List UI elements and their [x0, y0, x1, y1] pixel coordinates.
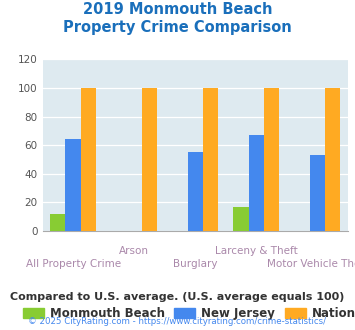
Bar — [264, 88, 279, 231]
Bar — [310, 155, 325, 231]
Text: © 2025 CityRating.com - https://www.cityrating.com/crime-statistics/: © 2025 CityRating.com - https://www.city… — [28, 317, 327, 326]
Bar — [142, 88, 157, 231]
Text: Larceny & Theft: Larceny & Theft — [215, 246, 298, 256]
Text: Arson: Arson — [119, 246, 149, 256]
Text: All Property Crime: All Property Crime — [26, 259, 121, 269]
Bar — [248, 135, 264, 231]
Text: 2019 Monmouth Beach: 2019 Monmouth Beach — [83, 2, 272, 16]
Bar — [188, 152, 203, 231]
Bar — [325, 88, 340, 231]
Bar — [203, 88, 218, 231]
Bar — [66, 140, 81, 231]
Bar — [50, 214, 66, 231]
Legend: Monmouth Beach, New Jersey, National: Monmouth Beach, New Jersey, National — [18, 302, 355, 325]
Text: Burglary: Burglary — [173, 259, 218, 269]
Text: Motor Vehicle Theft: Motor Vehicle Theft — [267, 259, 355, 269]
Text: Property Crime Comparison: Property Crime Comparison — [63, 20, 292, 35]
Bar — [81, 88, 96, 231]
Text: Compared to U.S. average. (U.S. average equals 100): Compared to U.S. average. (U.S. average … — [10, 292, 345, 302]
Bar — [234, 207, 248, 231]
